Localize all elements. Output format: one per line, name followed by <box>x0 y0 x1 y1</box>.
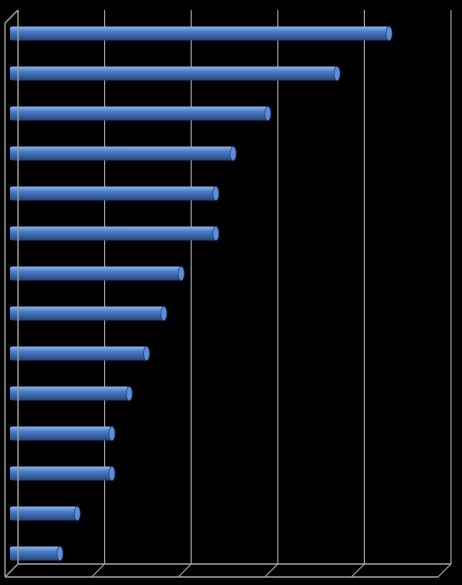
bars <box>10 26 393 561</box>
bar-body <box>10 186 216 201</box>
bar <box>10 226 220 241</box>
bar-body <box>10 66 338 81</box>
gridline-floor <box>177 563 192 578</box>
bar-end-cap <box>143 346 150 361</box>
frame-bottom-corner <box>4 563 19 578</box>
bar <box>10 266 185 281</box>
bar <box>10 186 220 201</box>
bar-body <box>10 26 390 41</box>
bar-end-cap <box>385 26 393 41</box>
bar <box>10 106 272 121</box>
bar-end-cap <box>56 546 64 561</box>
plot-frame <box>4 9 451 578</box>
frame-top-corner <box>4 9 19 24</box>
bar-end-cap <box>333 66 341 81</box>
bar-body <box>10 386 130 401</box>
gridline-floor <box>91 563 106 578</box>
bar <box>10 506 81 521</box>
bar-body <box>10 346 147 361</box>
gridline-floor <box>350 563 365 578</box>
gridline-floor <box>437 563 452 578</box>
bar <box>10 146 237 161</box>
bar <box>10 386 133 401</box>
bar-body <box>10 266 182 281</box>
bar-body <box>10 466 112 481</box>
bar-body <box>10 146 234 161</box>
bar <box>10 26 393 41</box>
bar <box>10 466 116 481</box>
bar-end-cap <box>212 226 220 241</box>
bar <box>10 426 116 441</box>
bar-end-cap <box>212 186 220 201</box>
bar <box>10 306 168 321</box>
bar-end-cap <box>264 106 272 121</box>
bar-body <box>10 306 164 321</box>
bar-end-cap <box>177 266 185 281</box>
bar-end-cap <box>125 386 133 401</box>
bar-body <box>10 226 216 241</box>
bar <box>10 346 150 361</box>
bar-body <box>10 106 268 121</box>
bar <box>10 546 64 561</box>
bar-end-cap <box>160 306 168 321</box>
bar <box>10 66 341 81</box>
bar-end-cap <box>108 426 116 441</box>
bar-body <box>10 426 112 441</box>
bar-body <box>10 506 78 521</box>
bar-end-cap <box>73 506 81 521</box>
gridline-floor <box>264 563 279 578</box>
bar-body <box>10 546 60 561</box>
bar-end-cap <box>229 146 237 161</box>
gridlines <box>91 10 452 578</box>
bar-end-cap <box>108 466 116 481</box>
